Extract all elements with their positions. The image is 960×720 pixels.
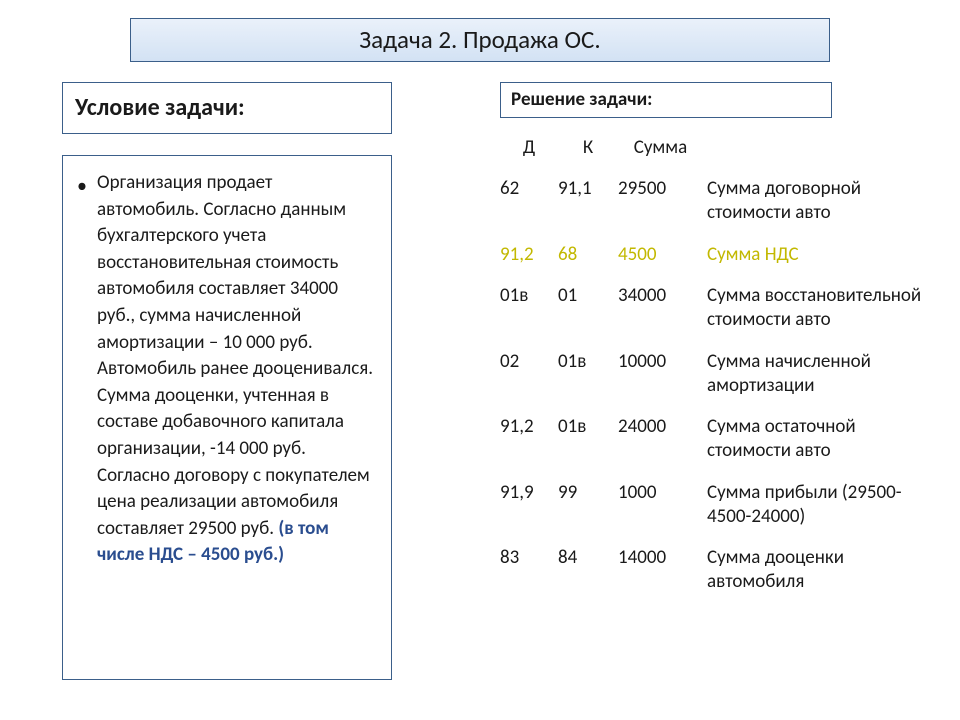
- cell-d: 91,9: [500, 481, 558, 504]
- cell-desc: Сумма начисленной амортизации: [703, 350, 925, 398]
- cell-k: 01: [558, 284, 618, 307]
- condition-text: Организация продает автомобиль. Согласно…: [97, 171, 373, 540]
- table-row: 0201в10000Сумма начисленной амортизации: [500, 350, 925, 398]
- table-row: 91,201в24000Сумма остаточной стоимости а…: [500, 415, 925, 463]
- cell-d: 02: [500, 350, 558, 373]
- slide-title: Задача 2. Продажа ОС.: [130, 18, 830, 62]
- cell-sum: 10000: [618, 350, 703, 373]
- bullet-icon: •: [77, 172, 87, 200]
- cell-desc: Сумма НДС: [703, 243, 925, 267]
- cell-sum: 24000: [618, 415, 703, 438]
- cell-d: 83: [500, 546, 558, 569]
- cell-desc: Сумма остаточной стоимости авто: [703, 415, 925, 463]
- cell-k: 68: [558, 243, 618, 266]
- cell-k: 84: [558, 546, 618, 569]
- cell-sum: 29500: [618, 177, 703, 200]
- col-header-k: К: [558, 136, 618, 159]
- cell-sum: 34000: [618, 284, 703, 307]
- table-row: 91,2684500Сумма НДС: [500, 243, 925, 267]
- table-header-row: Д К Сумма: [500, 136, 925, 159]
- cell-desc: Сумма договорной стоимости авто: [703, 177, 925, 225]
- cell-k: 01в: [558, 350, 618, 373]
- cell-desc: Сумма восстановительной стоимости авто: [703, 284, 925, 332]
- table-row: 6291,129500Сумма договорной стоимости ав…: [500, 177, 925, 225]
- solution-table: Д К Сумма 6291,129500Сумма договорной ст…: [500, 136, 925, 612]
- cell-desc: Сумма дооценки автомобиля: [703, 546, 925, 594]
- condition-box: • Организация продает автомобиль. Соглас…: [62, 155, 392, 680]
- cell-k: 99: [558, 481, 618, 504]
- solution-header: Решение задачи:: [500, 82, 832, 118]
- cell-d: 91,2: [500, 243, 558, 266]
- table-row: 91,9991000Сумма прибыли (29500-4500-2400…: [500, 481, 925, 529]
- cell-desc: Сумма прибыли (29500-4500-24000): [703, 481, 925, 529]
- table-row: 01в0134000Сумма восстановительной стоимо…: [500, 284, 925, 332]
- table-row: 838414000Сумма дооценки автомобиля: [500, 546, 925, 594]
- cell-sum: 4500: [618, 243, 703, 266]
- cell-d: 91,2: [500, 415, 558, 438]
- cell-d: 62: [500, 177, 558, 200]
- col-header-sum: Сумма: [618, 136, 703, 159]
- condition-header: Условие задачи:: [62, 82, 392, 134]
- col-header-d: Д: [500, 136, 558, 159]
- cell-sum: 1000: [618, 481, 703, 504]
- cell-d: 01в: [500, 284, 558, 307]
- cell-sum: 14000: [618, 546, 703, 569]
- cell-k: 01в: [558, 415, 618, 438]
- cell-k: 91,1: [558, 177, 618, 200]
